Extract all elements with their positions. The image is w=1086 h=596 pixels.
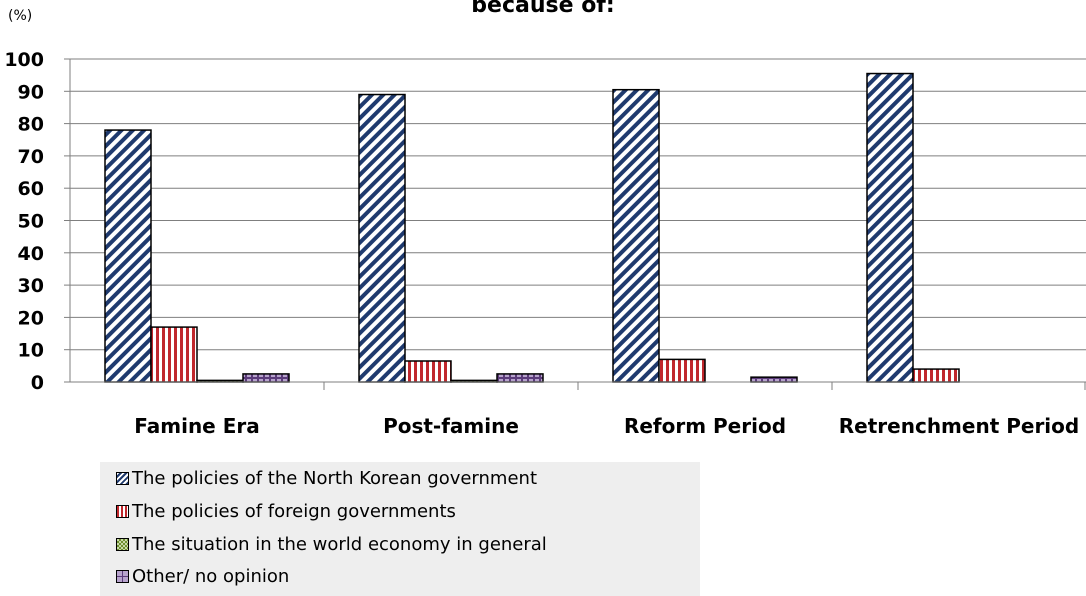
bar xyxy=(496,373,544,383)
legend-label: Other/ no opinion xyxy=(132,565,290,587)
bar xyxy=(658,358,706,383)
y-tick-label: 50 xyxy=(18,211,44,233)
legend-item: Other/ no opinion xyxy=(116,564,289,588)
bar xyxy=(242,373,290,383)
y-tick-label: 0 xyxy=(31,372,44,394)
legend-swatch xyxy=(116,504,129,518)
legend-swatch xyxy=(116,569,129,583)
legend-swatch xyxy=(116,537,129,551)
y-tick-label: 70 xyxy=(18,146,44,168)
bar xyxy=(404,360,452,383)
y-tick-label: 100 xyxy=(4,49,44,71)
legend: The policies of the North Korean governm… xyxy=(100,462,700,596)
gridlines xyxy=(70,58,1086,383)
bar xyxy=(358,93,406,383)
y-tick-label: 40 xyxy=(18,243,44,265)
y-axis-unit-label: (%) xyxy=(8,8,32,24)
bar xyxy=(150,326,198,383)
bar xyxy=(866,72,914,383)
legend-item: The policies of the North Korean governm… xyxy=(116,466,537,490)
y-tick-label: 80 xyxy=(18,114,44,136)
legend-swatch xyxy=(116,471,129,485)
y-tick-label: 20 xyxy=(18,307,44,329)
y-tick-label: 10 xyxy=(18,340,44,362)
legend-label: The situation in the world economy in ge… xyxy=(132,533,547,555)
x-category-label: Retrenchment Period xyxy=(839,414,1079,438)
x-category-label: Reform Period xyxy=(624,414,786,438)
chart-title: because of: xyxy=(471,0,614,18)
bar xyxy=(104,129,152,383)
bar xyxy=(912,368,960,383)
y-tick-label: 60 xyxy=(18,178,44,200)
legend-label: The policies of the North Korean governm… xyxy=(132,467,537,489)
legend-label: The policies of foreign governments xyxy=(132,500,456,522)
x-category-label: Famine Era xyxy=(134,414,259,438)
legend-item: The situation in the world economy in ge… xyxy=(116,532,547,556)
x-category-label: Post-famine xyxy=(383,414,519,438)
y-tick-label: 30 xyxy=(18,275,44,297)
bars xyxy=(104,72,960,383)
legend-item: The policies of foreign governments xyxy=(116,499,456,523)
bar xyxy=(750,376,798,383)
bar xyxy=(612,88,660,383)
axes: 0 10 20 30 40 50 60 70 80 90 100 Famine Era Post-fam… xyxy=(4,49,1086,438)
y-tick-label: 90 xyxy=(18,81,44,103)
